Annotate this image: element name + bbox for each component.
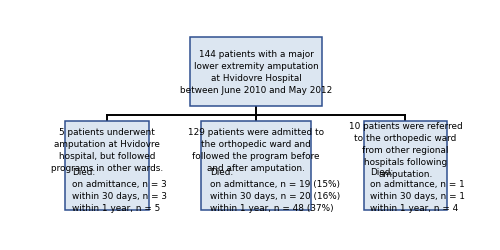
Text: Died:
on admittance, n = 19 (15%)
within 30 days, n = 20 (16%)
within 1 year, n : Died: on admittance, n = 19 (15%) within… — [210, 167, 340, 212]
Text: Died:
on admittance, n = 3
within 30 days, n = 3
within 1 year, n = 5: Died: on admittance, n = 3 within 30 day… — [72, 167, 167, 212]
Text: Died:
on admittance, n = 1
within 30 days, n = 1
within 1 year, n = 4: Died: on admittance, n = 1 within 30 day… — [370, 167, 466, 212]
FancyBboxPatch shape — [66, 122, 148, 210]
FancyBboxPatch shape — [364, 122, 447, 210]
Text: 144 patients with a major
lower extremity amputation
at Hvidovre Hospital
betwee: 144 patients with a major lower extremit… — [180, 50, 332, 95]
Text: 5 patients underwent
amputation at Hvidovre
hospital, but followed
programs in o: 5 patients underwent amputation at Hvido… — [51, 127, 163, 172]
Text: 10 patients were referred
to the orthopedic ward
from other regional
hospitals f: 10 patients were referred to the orthope… — [348, 121, 462, 178]
FancyBboxPatch shape — [190, 38, 322, 107]
Text: 129 patients were admitted to
the orthopedic ward and
followed the program befor: 129 patients were admitted to the orthop… — [188, 127, 324, 172]
FancyBboxPatch shape — [201, 122, 312, 210]
